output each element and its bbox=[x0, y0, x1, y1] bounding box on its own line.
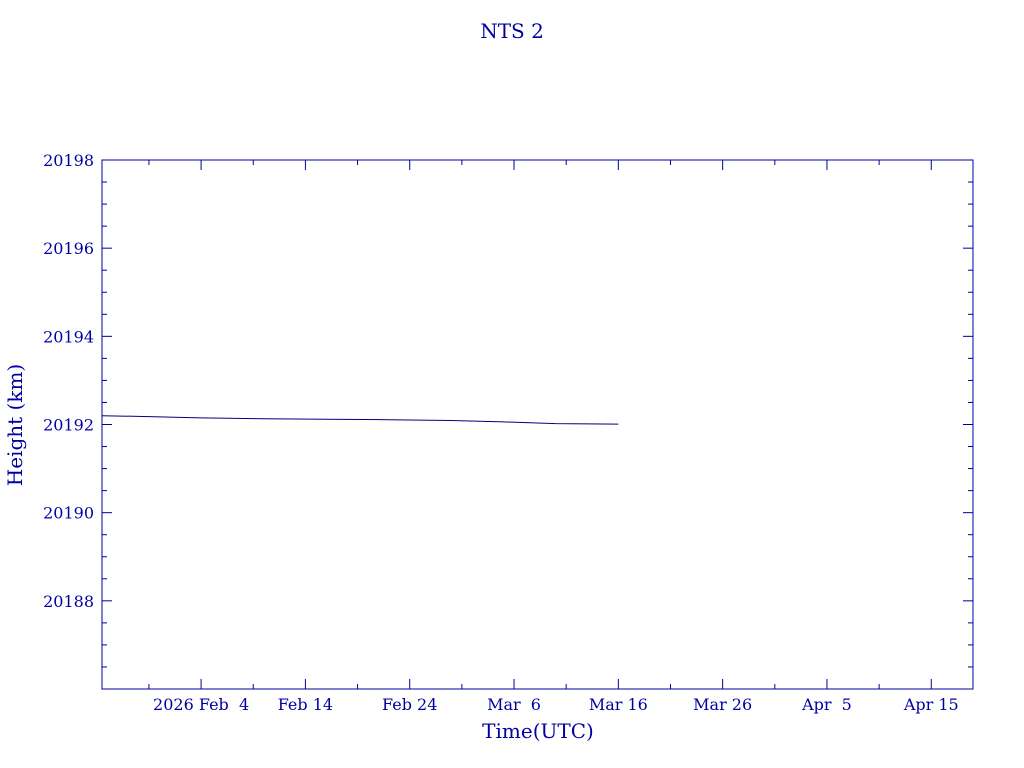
y-tick-label: 20194 bbox=[43, 327, 94, 346]
series-lines bbox=[101, 415, 619, 425]
y-tick-label: 20192 bbox=[43, 416, 94, 435]
series-line bbox=[101, 415, 619, 425]
y-axis-label: Height (km) bbox=[3, 364, 27, 486]
plot-frame bbox=[101, 159, 974, 690]
y-tick-label: 20190 bbox=[43, 504, 94, 523]
x-tick-label: Mar 6 bbox=[487, 695, 541, 714]
y-tick-label: 20188 bbox=[43, 592, 94, 611]
x-tick-label: Apr 15 bbox=[903, 695, 959, 714]
x-tick-label: 2026 Feb 4 bbox=[153, 695, 249, 714]
x-tick-labels: 2026 Feb 4 Feb 14 Feb 24 Mar 6 Mar 16 Mar 26 A… bbox=[153, 695, 959, 714]
x-tick-label: Feb 14 bbox=[278, 695, 333, 714]
axis-ticks bbox=[102, 159, 973, 689]
y-tick-label: 20196 bbox=[43, 239, 94, 258]
x-tick-label: Feb 24 bbox=[382, 695, 437, 714]
x-axis-label: Time(UTC) bbox=[482, 719, 594, 743]
chart-title: NTS 2 bbox=[480, 19, 544, 43]
x-tick-label: Mar 26 bbox=[693, 695, 752, 714]
x-tick-label: Mar 16 bbox=[589, 695, 648, 714]
y-tick-labels: 20188 20190 20192 20194 20196 20198 bbox=[43, 151, 94, 611]
x-tick-label: Apr 5 bbox=[801, 695, 852, 714]
y-tick-label: 20198 bbox=[43, 151, 94, 170]
